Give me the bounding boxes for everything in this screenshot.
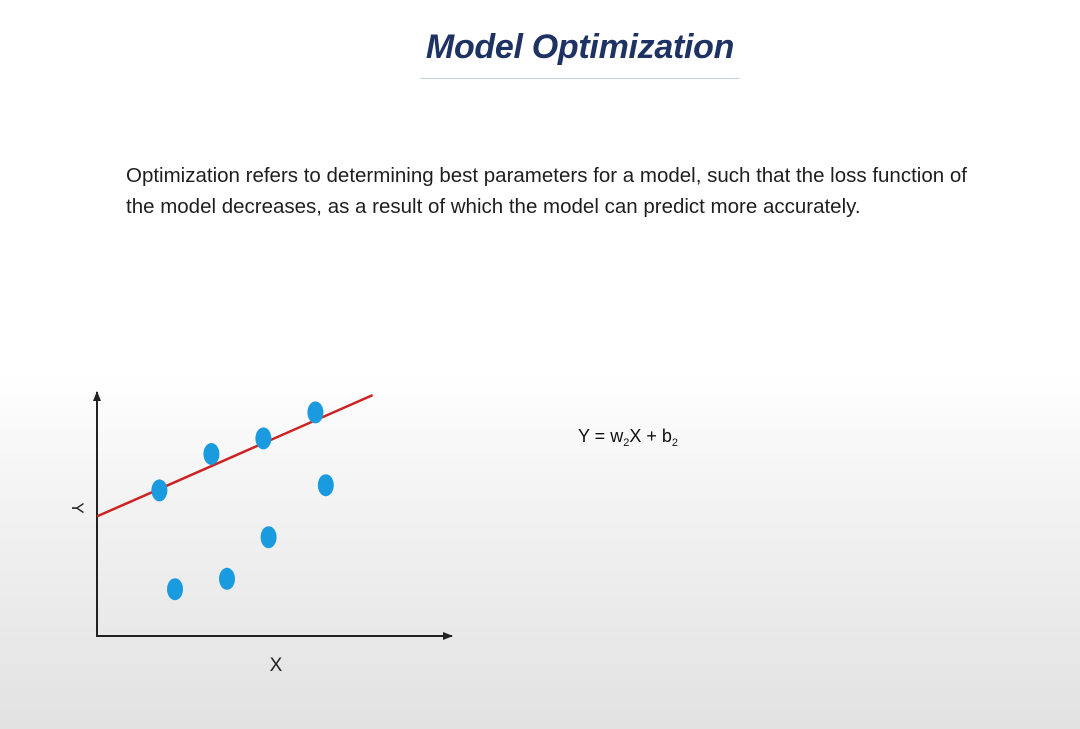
data-point	[260, 526, 277, 549]
data-point	[151, 479, 168, 502]
data-point	[307, 401, 324, 424]
data-point	[167, 578, 183, 601]
formula-mid: X + b	[629, 426, 672, 446]
y-axis-label: Y	[68, 502, 87, 513]
formula-w-subscript: 2	[623, 437, 630, 449]
regression-formula: Y = w2X + b2	[578, 426, 678, 449]
data-point	[219, 567, 235, 590]
formula-b-subscript: 2	[671, 437, 678, 449]
data-points	[151, 401, 334, 601]
data-point	[255, 427, 272, 450]
slide-title: Model Optimization	[425, 28, 735, 66]
data-point	[203, 443, 220, 465]
title-underline	[420, 78, 740, 79]
slide-body-text: Optimization refers to determining best …	[126, 164, 967, 218]
x-axis-label: X	[270, 655, 283, 676]
data-point	[317, 474, 334, 497]
formula-lhs: Y = w	[578, 426, 624, 446]
regression-line	[96, 393, 374, 518]
